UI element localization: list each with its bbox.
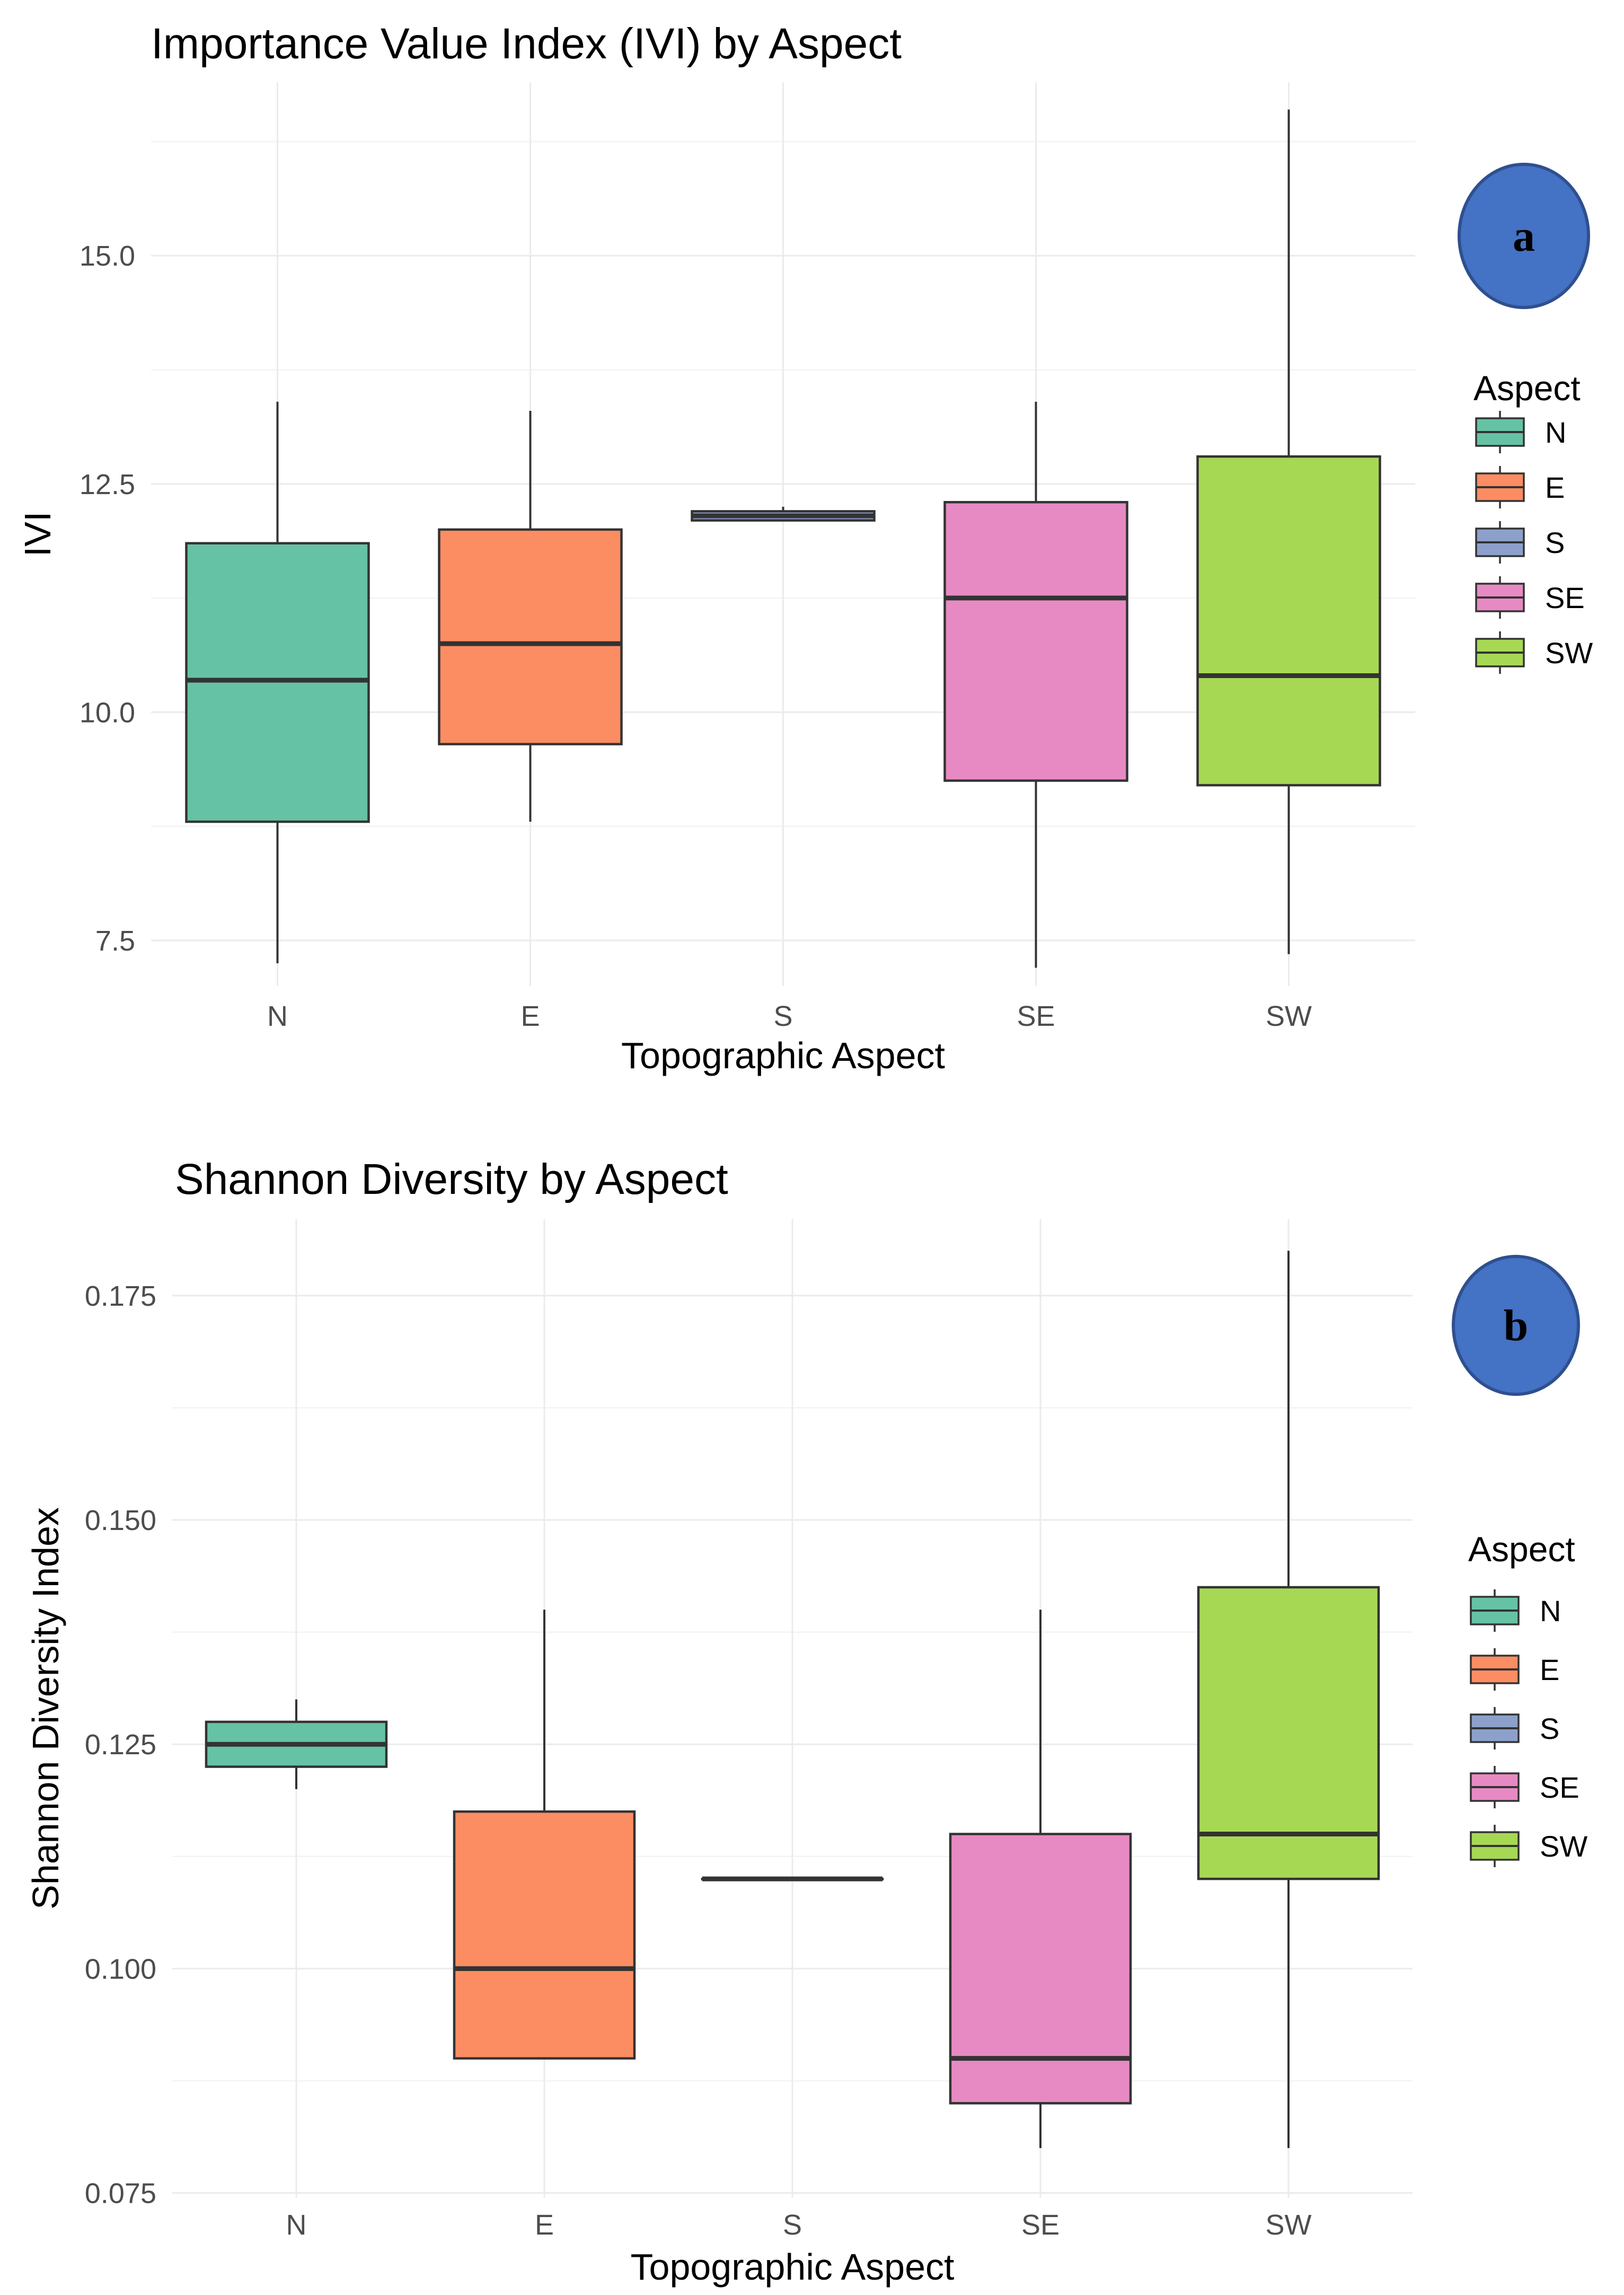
box-N <box>185 401 370 963</box>
box-S <box>691 506 876 522</box>
y-tick-label: 10.0 <box>80 697 135 728</box>
box-iqr <box>1197 1586 1380 1880</box>
legend-label: S <box>1545 526 1565 559</box>
y-tick-label: 12.5 <box>80 469 135 500</box>
badge-circle <box>1458 163 1590 309</box>
box-N <box>205 1699 388 1789</box>
legend-key-SW <box>1470 1825 1520 1867</box>
legend-key-SE <box>1470 1766 1520 1808</box>
legend-title: Aspect <box>1473 368 1581 408</box>
box-SW <box>1196 109 1381 954</box>
box-iqr <box>1196 455 1381 787</box>
legend-label: S <box>1540 1712 1559 1745</box>
chart-title: Shannon Diversity by Aspect <box>175 1155 728 1203</box>
box-E <box>453 1610 636 2060</box>
y-tick-label: 0.100 <box>85 1953 156 1985</box>
legend-label: SW <box>1540 1830 1587 1863</box>
legend-label: SW <box>1545 636 1593 670</box>
legend-key-S <box>1470 1707 1520 1749</box>
box-E <box>438 411 623 822</box>
legend-label: N <box>1545 416 1566 449</box>
x-tick-label: N <box>267 1000 288 1032</box>
badge-circle <box>1452 1255 1580 1396</box>
badge-letter: b <box>1504 1301 1529 1350</box>
badge-letter: a <box>1513 212 1535 261</box>
x-tick-label: SE <box>1017 1000 1055 1032</box>
x-tick-label: E <box>535 2209 554 2241</box>
y-axis-title: IVI <box>17 512 58 557</box>
x-tick-label: S <box>783 2209 802 2241</box>
box-iqr <box>438 528 623 745</box>
legend-key-SW <box>1475 631 1525 674</box>
legend-label: E <box>1545 471 1565 504</box>
legend-label: N <box>1540 1594 1561 1628</box>
legend-key-SE <box>1475 576 1525 619</box>
panel-badge: a <box>1458 163 1590 309</box>
x-tick-label: E <box>520 1000 540 1032</box>
box-iqr <box>453 1810 636 2060</box>
legend-title: Aspect <box>1468 1529 1575 1569</box>
legend-key-E <box>1475 466 1525 508</box>
y-tick-label: 7.5 <box>95 925 135 957</box>
y-axis-title: Shannon Diversity Index <box>25 1507 66 1910</box>
box-SE <box>949 1610 1132 2148</box>
chart-title: Importance Value Index (IVI) by Aspect <box>151 20 902 68</box>
x-tick-label: S <box>773 1000 792 1032</box>
y-tick-label: 0.150 <box>85 1505 156 1536</box>
legend-label: E <box>1540 1653 1559 1686</box>
x-tick-label: N <box>286 2209 307 2241</box>
legend: Aspect NES SE SW <box>1473 368 1593 674</box>
legend: Aspect NES SE SW <box>1468 1529 1587 1867</box>
legend-label: SE <box>1545 581 1585 614</box>
y-tick-label: 0.125 <box>85 1729 156 1761</box>
x-tick-label: SW <box>1266 1000 1312 1032</box>
legend-key-S <box>1475 521 1525 564</box>
box-SW <box>1197 1251 1380 2148</box>
box-iqr <box>949 1833 1132 2105</box>
box-SE <box>943 401 1128 968</box>
x-axis-title: Topographic Aspect <box>621 1035 945 1076</box>
legend-key-N <box>1475 411 1525 453</box>
x-tick-label: SE <box>1021 2209 1060 2241</box>
y-tick-label: 0.075 <box>85 2178 156 2210</box>
box-iqr <box>943 500 1128 782</box>
y-tick-label: 15.0 <box>80 240 135 272</box>
x-tick-label: SW <box>1266 2209 1312 2241</box>
legend-key-N <box>1470 1589 1520 1632</box>
x-axis-title: Topographic Aspect <box>631 2246 955 2288</box>
legend-label: SE <box>1540 1771 1579 1804</box>
legend-key-E <box>1470 1648 1520 1691</box>
y-tick-label: 0.175 <box>85 1280 156 1312</box>
panel-badge: b <box>1452 1255 1580 1396</box>
